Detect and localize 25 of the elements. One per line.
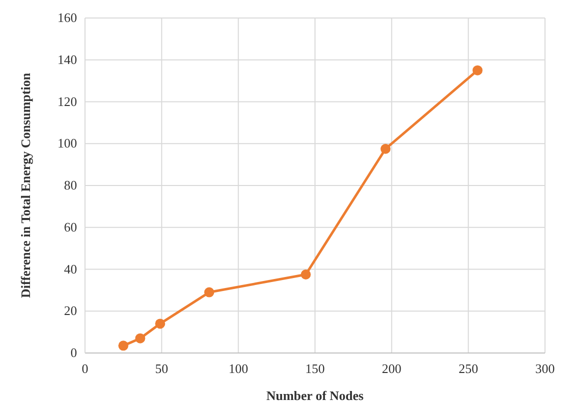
x-tick-label: 250 [458, 361, 478, 376]
y-tick-label: 160 [58, 10, 77, 25]
x-tick-label: 300 [535, 361, 555, 376]
y-tick-label: 120 [58, 94, 77, 109]
y-tick-label: 80 [64, 178, 77, 192]
x-tick-label: 0 [82, 361, 88, 376]
point [204, 287, 214, 298]
x-tick-label: 100 [228, 361, 248, 376]
x-tick-label: 50 [155, 361, 168, 376]
y-tick-label: 60 [64, 219, 77, 234]
point [380, 144, 391, 154]
x-tick-label: 150 [305, 361, 325, 376]
point [155, 318, 166, 329]
y-tick-label: 100 [58, 136, 77, 151]
x-tick-label: 200 [382, 361, 402, 376]
point [472, 65, 483, 76]
point [118, 340, 128, 351]
point [135, 333, 146, 344]
x-axis-title: Number of Nodes [266, 388, 364, 403]
y-tick-label: 20 [64, 303, 77, 318]
y-tick-label: 0 [70, 345, 77, 360]
point [300, 269, 311, 280]
y-tick-label: 40 [64, 261, 77, 276]
y-axis-title: Difference in Total Energy Consumption [18, 72, 33, 298]
y-tick-label: 140 [58, 52, 77, 67]
